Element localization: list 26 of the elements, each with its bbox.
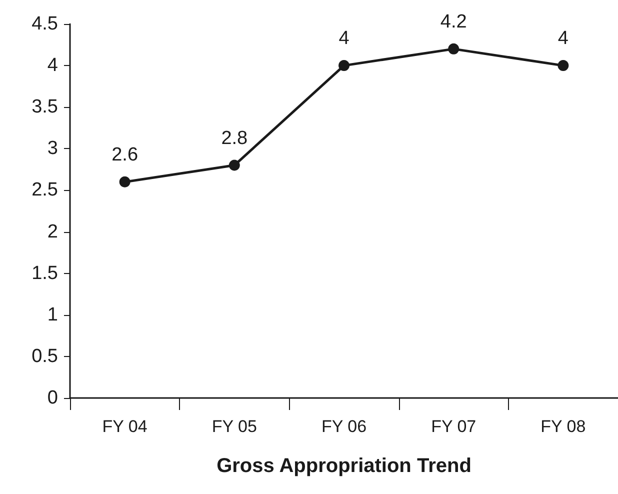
y-tick-label: 4 (47, 55, 58, 76)
x-tick-label: FY 06 (321, 417, 367, 436)
y-tick-label: 3 (47, 138, 58, 160)
point (338, 60, 350, 72)
y-tick-label: 1.5 (32, 262, 58, 284)
point (558, 60, 569, 72)
y-tick-label: 3.5 (32, 96, 58, 118)
data-label: 4.2 (440, 11, 467, 32)
data-label: 4 (558, 28, 569, 50)
y-tick-label: 1 (47, 304, 58, 326)
x-tick-label: FY 05 (212, 417, 257, 436)
x-tick-label: FY 08 (540, 417, 586, 436)
point (228, 160, 240, 171)
y-tick-label: 2.5 (32, 180, 58, 201)
x-tick-label: FY 04 (102, 417, 148, 436)
data-label: 2.8 (221, 128, 248, 149)
data-label: 4 (338, 28, 350, 50)
x-axis-title: Gross Appropriation Trend (216, 455, 472, 477)
data-label: 2.6 (112, 144, 138, 166)
x-tick-label: FY 07 (431, 417, 476, 436)
y-tick-label: 0.5 (32, 346, 58, 367)
y-tick-label: 0 (47, 388, 58, 408)
y-tick-label: 2 (47, 221, 58, 242)
point (119, 176, 130, 188)
y-tick-label: 4.5 (32, 14, 58, 34)
point (448, 43, 460, 54)
